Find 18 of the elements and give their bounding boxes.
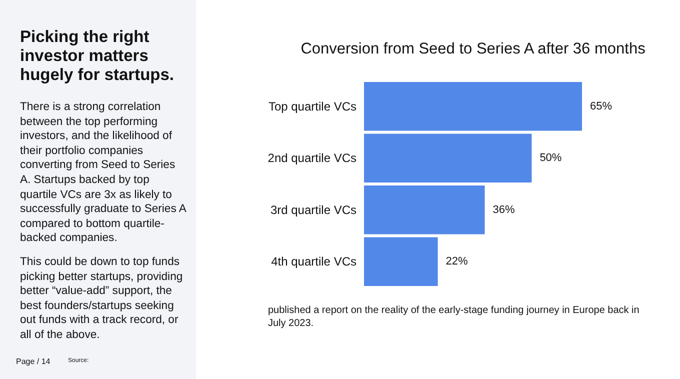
text: This could be down to top funds picking better startups, providing better “value-add” support, the best founders/startups seeking out funds with a track record, or all of the above.: [20, 255, 184, 343]
y-tick-label: 2nd quartile VCs: [268, 151, 356, 166]
y-tick-label: 3rd quartile VCs: [270, 202, 356, 217]
bar: [364, 82, 582, 131]
chart-title: Conversion from Seed to Series A after 36 months: [300, 40, 646, 58]
y-tick-label: Top quartile VCs: [268, 99, 356, 114]
text: Picking the right investor matters hugely for startups.: [20, 28, 176, 85]
bar: [364, 237, 438, 286]
data-label: 65%: [590, 100, 612, 112]
text: published a report on the reality of the early-stage funding journey in Europe back in July 2023.: [268, 304, 640, 330]
data-label: 36%: [492, 204, 515, 216]
data-label: 50%: [540, 152, 562, 164]
data-label: 22%: [446, 256, 468, 268]
bar: [364, 186, 485, 234]
y-tick-label: 4th quartile VCs: [271, 254, 356, 269]
text: Page / 14: [16, 357, 50, 366]
bar: [364, 134, 532, 182]
text: There is a strong correlation between the top performing investors, and the likelihood of their portfolio companies converting from Seed to Series A. Startups backed by top quartile VCs are 3x as likely to successfully graduate to Series A compared to bottom quartile-backed companies.: [20, 101, 186, 244]
